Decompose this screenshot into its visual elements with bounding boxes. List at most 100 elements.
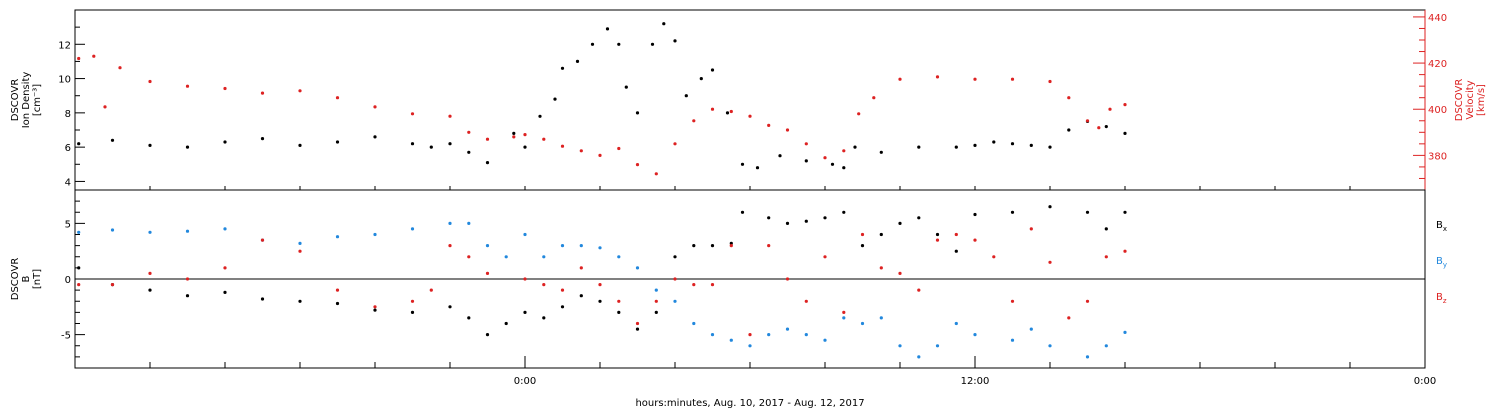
bx-point	[635, 327, 640, 331]
bx-point	[410, 310, 415, 314]
time-axis-label: hours:minutes, Aug. 10, 2017 - Aug. 12, …	[635, 398, 864, 409]
by-point	[954, 321, 958, 326]
magnetic-field-panel-marks	[77, 205, 1127, 359]
density-point	[512, 131, 516, 135]
density-axis-label: DSCOVRIon Density[cm⁻³]	[10, 72, 43, 129]
bx-point	[973, 212, 977, 217]
by-point	[467, 221, 471, 225]
bz-point	[898, 271, 902, 275]
magnetic-field-panel: -5 0 5 DSCOVRB[nT] Bx By Bz	[10, 189, 1447, 369]
density-tick-label: 6	[65, 143, 71, 154]
density-point	[590, 42, 595, 46]
bx-point	[1010, 210, 1015, 214]
bx-point	[654, 310, 658, 314]
bz-point	[1085, 299, 1090, 303]
bz-point	[954, 232, 958, 237]
density-point	[954, 145, 958, 149]
bx-point	[729, 241, 733, 245]
bz-point	[260, 238, 265, 242]
bx-point	[740, 210, 745, 214]
bx-point	[823, 216, 827, 220]
by-point	[185, 229, 190, 233]
bx-point	[598, 299, 602, 303]
bz-point	[429, 288, 433, 292]
velocity-point	[1067, 96, 1071, 100]
density-tick-label: 4	[65, 177, 71, 188]
density-point	[538, 114, 542, 118]
bx-point	[917, 216, 921, 220]
by-point	[804, 333, 808, 337]
bz-point	[298, 249, 302, 253]
by-point	[710, 333, 715, 337]
bz-point	[692, 283, 696, 287]
density-point	[553, 97, 557, 101]
by-point	[635, 266, 640, 270]
by-point	[935, 344, 940, 348]
by-point	[879, 316, 883, 320]
velocity-point	[598, 153, 602, 157]
bz-point	[523, 277, 527, 281]
time-tick-label: 12:00	[961, 376, 990, 387]
bx-point	[335, 301, 340, 306]
by-point	[654, 288, 658, 292]
by-point	[1085, 355, 1090, 359]
velocity-point	[857, 112, 861, 116]
velocity-point	[823, 156, 827, 160]
by-point	[917, 355, 921, 359]
bx-point	[1048, 205, 1052, 209]
bx-point	[842, 210, 846, 214]
bx-point	[898, 221, 902, 225]
by-point	[898, 344, 902, 348]
time-tick-label: 0:00	[1414, 376, 1436, 387]
velocity-point	[1123, 103, 1127, 107]
by-point	[223, 227, 227, 231]
bx-point	[935, 232, 940, 237]
by-point	[579, 244, 583, 248]
bz-point	[729, 244, 733, 248]
bx-point	[523, 310, 527, 314]
by-point	[598, 246, 602, 250]
bz-point	[860, 232, 865, 237]
velocity-point	[118, 66, 122, 70]
velocity-tick-label: 400	[1428, 105, 1447, 116]
plasma-panel-frame	[74, 9, 1426, 191]
density-point	[624, 85, 628, 89]
velocity-point	[542, 137, 546, 141]
density-point	[699, 77, 703, 81]
velocity-point	[898, 77, 902, 81]
velocity-point	[448, 114, 452, 118]
bx-point	[467, 316, 471, 320]
velocity-point	[710, 107, 715, 111]
bz-point	[917, 288, 921, 292]
bz-point	[77, 283, 81, 287]
density-point	[635, 111, 640, 115]
legend-by: By	[1436, 256, 1447, 269]
by-point	[410, 227, 415, 231]
by-point	[1048, 344, 1052, 348]
density-point	[778, 154, 782, 158]
velocity-point	[148, 79, 152, 84]
velocity-point	[92, 54, 96, 58]
by-point	[860, 321, 865, 326]
density-point	[575, 59, 580, 64]
bz-point	[373, 305, 377, 309]
velocity-axis-label: DSCOVRVelocity[km/s]	[1454, 79, 1487, 122]
velocity-point	[335, 96, 340, 100]
bx-point	[767, 216, 771, 220]
velocity-point	[973, 77, 977, 81]
bz-point	[542, 283, 546, 287]
bz-point	[410, 299, 415, 303]
bx-point	[617, 310, 621, 314]
bz-point	[1123, 249, 1127, 253]
velocity-point	[103, 105, 107, 109]
density-point	[673, 39, 677, 43]
by-point	[729, 338, 733, 342]
field-axis-label: DSCOVRB[nT]	[10, 258, 43, 301]
velocity-point	[1048, 79, 1052, 84]
by-point	[523, 232, 527, 237]
by-point	[110, 228, 115, 232]
bz-point	[335, 288, 340, 292]
density-point	[110, 138, 115, 142]
density-point	[448, 142, 452, 146]
time-tick-label: 0:00	[514, 376, 536, 387]
